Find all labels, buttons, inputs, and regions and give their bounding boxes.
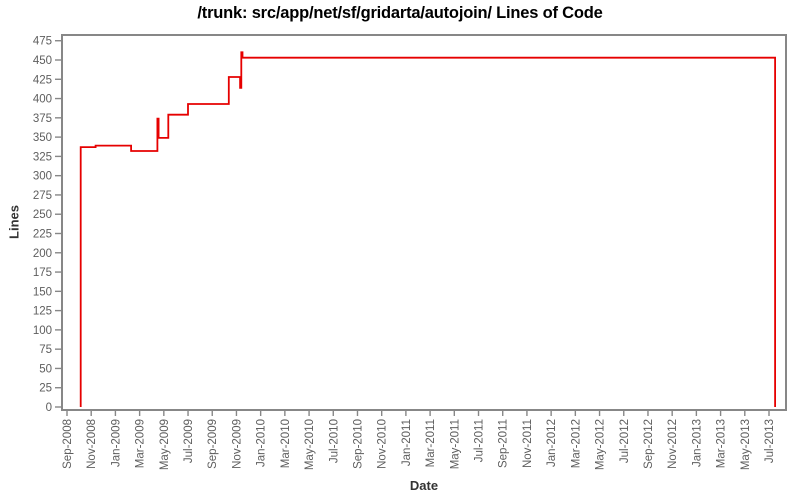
x-tick-label: Sep-2012 [643, 419, 655, 469]
x-tick-label: Sep-2009 [207, 419, 219, 469]
x-tick-label: Jan-2011 [401, 419, 413, 466]
x-tick-label: Nov-2012 [667, 419, 679, 469]
y-tick-label: 450 [33, 55, 52, 67]
x-tick-label: Jul-2011 [474, 419, 486, 462]
y-tick-label: 325 [33, 151, 52, 163]
y-tick-label: 0 [46, 402, 52, 414]
x-tick-label: Mar-2011 [425, 419, 437, 467]
y-tick-label: 400 [33, 94, 52, 106]
x-tick-label: Nov-2008 [86, 419, 98, 469]
y-tick-label: 200 [33, 248, 52, 260]
x-tick-label: Jul-2013 [764, 419, 776, 463]
x-tick-label: Jul-2012 [619, 419, 631, 463]
x-tick-label: May-2009 [159, 419, 171, 470]
x-tick-label: Jan-2012 [546, 419, 558, 467]
x-tick-label: Sep-2010 [352, 419, 364, 469]
x-tick-label: May-2012 [595, 419, 607, 470]
x-tick-label: Sep-2008 [62, 419, 74, 469]
x-tick-label: Mar-2012 [570, 419, 582, 468]
y-tick-label: 475 [33, 36, 52, 48]
loc-series-line [79, 51, 776, 407]
x-tick-label: Nov-2010 [377, 419, 389, 469]
y-tick-label: 175 [33, 267, 52, 279]
y-tick-label: 100 [33, 325, 52, 337]
y-tick-label: 275 [33, 190, 52, 202]
plot-frame [61, 34, 787, 411]
x-tick-label: Mar-2010 [280, 419, 292, 468]
x-tick-label: Jan-2010 [256, 419, 268, 467]
y-tick-label: 125 [33, 306, 52, 318]
x-tick-label: Mar-2013 [716, 419, 728, 468]
x-tick-label: May-2013 [740, 419, 752, 470]
y-tick-label: 425 [33, 74, 52, 86]
x-tick-label: May-2010 [304, 419, 316, 470]
x-tick-label: Jul-2009 [183, 419, 195, 463]
y-tick-label: 300 [33, 171, 52, 183]
x-axis-title: Date [409, 478, 439, 493]
y-tick-label: 350 [33, 132, 52, 144]
x-tick-label: Sep-2011 [498, 419, 510, 468]
x-tick-label: Nov-2009 [231, 419, 243, 469]
x-tick-label: Nov-2011 [522, 419, 534, 468]
x-tick-label: May-2011 [449, 419, 461, 469]
x-tick-label: Jan-2013 [691, 419, 703, 467]
chart-title: /trunk: src/app/net/sf/gridarta/autojoin… [197, 4, 603, 22]
y-tick-label: 250 [33, 209, 52, 221]
x-tick-label: Jul-2010 [328, 419, 340, 463]
y-tick-label: 375 [33, 113, 52, 125]
y-tick-label: 25 [39, 383, 52, 395]
y-tick-label: 225 [33, 229, 52, 241]
y-tick-label: 150 [33, 286, 52, 298]
x-tick-label: Jan-2009 [110, 419, 122, 467]
y-tick-label: 50 [39, 363, 52, 375]
y-tick-label: 75 [39, 344, 52, 356]
x-tick-label: Mar-2009 [135, 419, 147, 468]
